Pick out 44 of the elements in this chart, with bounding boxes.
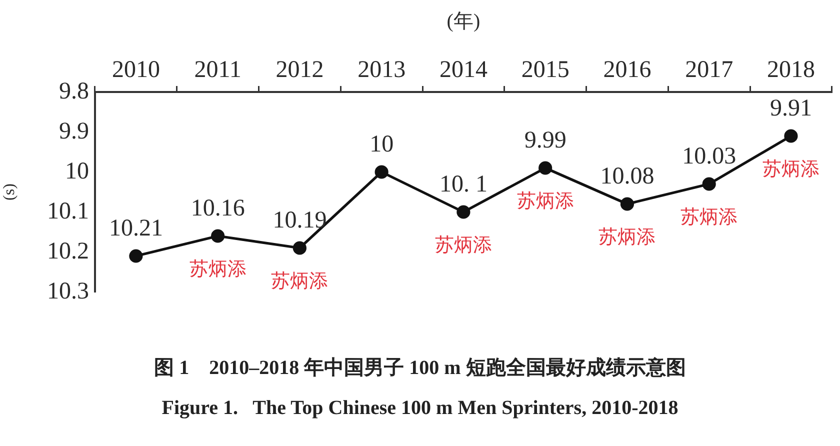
x-axis-title: (年) [446, 10, 480, 32]
y-tick-label: 10 [65, 158, 89, 184]
point [538, 161, 552, 175]
caption: Figure 1. The Top Chinese 100 m Men Sprinters, 2010-2018 [160, 396, 680, 421]
caption: 图 1 2010–2018 年中国男子 100 m 短跑全国最好成绩示意图 [153, 356, 687, 381]
point [374, 165, 388, 179]
annotation: 苏炳添 [516, 190, 574, 212]
point [292, 241, 306, 255]
data-label: 10. 1 [439, 171, 488, 198]
data-label: 10.21 [108, 215, 163, 242]
data-label: 10.16 [190, 195, 245, 222]
annotation: 苏炳添 [762, 158, 820, 180]
point [702, 177, 716, 191]
y-axis-title: (s) [0, 184, 18, 200]
data-label: 10.08 [600, 163, 654, 190]
point [784, 129, 798, 143]
x-tick-label: 2017 [685, 56, 734, 83]
x-tick-label: 2015 [521, 56, 570, 83]
x-tick-label: 2014 [439, 56, 488, 83]
x-tick-label: 2011 [194, 56, 242, 83]
annotation: 苏炳添 [680, 206, 738, 228]
x-tick-label: 2013 [358, 56, 406, 83]
data-label: 10 [370, 131, 394, 158]
point [456, 205, 470, 219]
annotation: 苏炳添 [189, 258, 246, 280]
x-tick-label: 2016 [603, 56, 652, 83]
y-tick-label: 9.8 [59, 78, 89, 104]
data-label: 10.03 [682, 143, 736, 170]
data-label: 10.19 [272, 207, 327, 234]
annotation: 苏炳添 [434, 234, 492, 256]
x-tick-label: 2010 [112, 56, 160, 83]
annotation: 苏炳添 [598, 226, 656, 248]
y-tick-label: 9.9 [59, 118, 89, 144]
data-label: 9.99 [524, 127, 566, 154]
point [211, 229, 225, 243]
x-tick-label: 2012 [276, 56, 324, 83]
point [129, 249, 143, 263]
annotation: 苏炳添 [271, 270, 328, 292]
y-tick-label: 10.2 [47, 238, 89, 264]
point [620, 197, 634, 211]
data-label: 9.91 [770, 95, 812, 122]
y-tick-label: 10.1 [47, 198, 89, 224]
y-tick-label: 10.3 [47, 278, 89, 304]
x-tick-label: 2018 [766, 56, 815, 83]
